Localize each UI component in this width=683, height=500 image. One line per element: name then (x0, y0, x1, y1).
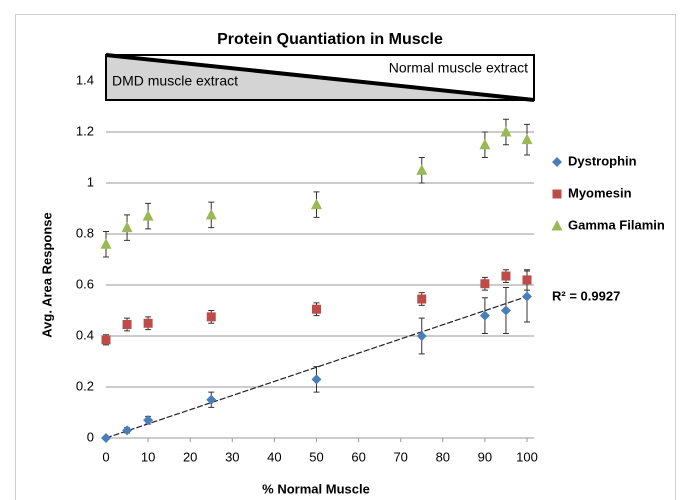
x-tick-label: 50 (309, 449, 323, 464)
y-tick-label: 0 (87, 429, 94, 444)
data-point (122, 425, 133, 436)
x-tick-label: 40 (267, 449, 281, 464)
x-tick-label: 90 (478, 449, 492, 464)
data-point (479, 310, 490, 321)
data-point (417, 294, 427, 304)
x-tick-label: 10 (141, 449, 155, 464)
data-point (500, 126, 512, 137)
y-tick-label: 1.2 (76, 123, 94, 138)
x-tick-label: 70 (393, 449, 407, 464)
x-tick-label: 30 (225, 449, 239, 464)
x-tick-label: 60 (351, 449, 365, 464)
data-point (143, 415, 154, 426)
data-point (479, 138, 491, 150)
trendline (105, 295, 528, 439)
data-point (500, 305, 511, 316)
chart-title: Protein Quantiation in Muscle (217, 31, 443, 48)
data-point (205, 208, 217, 220)
data-point (522, 291, 532, 302)
x-tick-label: 0 (102, 449, 109, 464)
data-point (522, 275, 532, 285)
data-point (480, 279, 490, 289)
data-point (101, 433, 111, 443)
x-tick-label: 20 (183, 449, 197, 464)
legend-label: Dystrophin (568, 153, 637, 168)
gradient-box: DMD muscle extract Normal muscle extract (105, 53, 535, 102)
data-point (206, 312, 216, 322)
y-tick-label: 0.6 (76, 276, 94, 291)
legend-label: Gamma Filamin (568, 217, 665, 232)
y-tick-label: 0.2 (76, 378, 94, 393)
data-point (521, 133, 533, 145)
data-point (416, 164, 428, 175)
data-point (122, 320, 132, 330)
y-tick-label: 0.4 (76, 327, 94, 342)
legend-marker (552, 157, 562, 167)
data-point (416, 331, 427, 341)
x-tick-label: 80 (436, 449, 450, 464)
data-point (143, 318, 153, 328)
data-point (501, 271, 511, 281)
data-point (311, 198, 322, 210)
gradient-right-label: Normal muscle extract (389, 60, 528, 76)
gradient-left-label: DMD muscle extract (112, 73, 238, 89)
y-axis-label: Avg. Area Response (39, 212, 54, 337)
data-point (121, 221, 133, 233)
data-point (312, 304, 321, 314)
data-point (101, 335, 111, 345)
gradient-border (105, 54, 535, 101)
y-tick-label: 0.8 (76, 225, 94, 240)
y-tick-label: 1 (87, 174, 94, 189)
x-axis-label: % Normal Muscle (262, 481, 370, 496)
y-tick-label: 1.4 (76, 72, 94, 87)
legend-marker (551, 220, 563, 231)
legend-label: Myomesin (568, 185, 632, 200)
r-squared-annotation: R² = 0.9927 (552, 288, 620, 303)
data-point (100, 238, 112, 249)
gradient-edge (105, 53, 535, 102)
data-point (311, 374, 322, 385)
legend-marker (552, 189, 562, 199)
data-point (206, 394, 217, 405)
data-point (142, 210, 154, 221)
x-tick-label: 100 (516, 449, 538, 464)
